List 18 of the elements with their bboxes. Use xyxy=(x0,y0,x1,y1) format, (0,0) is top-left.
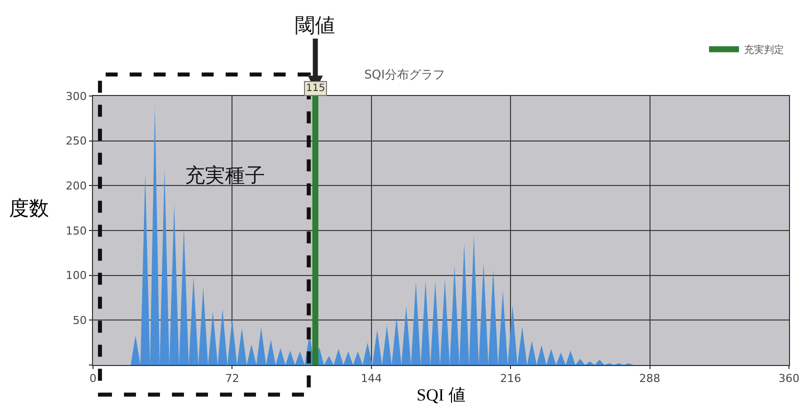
y-tick-label: 300 xyxy=(66,90,87,103)
y-tick-label: 200 xyxy=(66,180,87,193)
y-tick-label: 250 xyxy=(66,134,87,148)
annotation: 115 xyxy=(306,83,326,94)
text: 閾値 xyxy=(295,13,335,37)
x-tick-label: 144 xyxy=(360,372,382,386)
y-axis-title: 度数 xyxy=(9,198,49,220)
chart-title: SQI分布グラフ xyxy=(364,68,445,82)
x-tick-label: 72 xyxy=(225,372,240,386)
x-tick-label: 216 xyxy=(500,372,522,386)
legend-label: 充実判定 xyxy=(744,44,784,56)
x-tick-label: 288 xyxy=(639,372,660,386)
x-axis-title: SQI 値 xyxy=(416,386,466,405)
x-tick-label: 0 xyxy=(90,372,96,386)
y-tick-label: 100 xyxy=(66,269,87,282)
y-tick-label: 150 xyxy=(66,224,87,238)
y-tick-label: 50 xyxy=(72,314,87,328)
x-tick-label: 360 xyxy=(778,372,800,386)
